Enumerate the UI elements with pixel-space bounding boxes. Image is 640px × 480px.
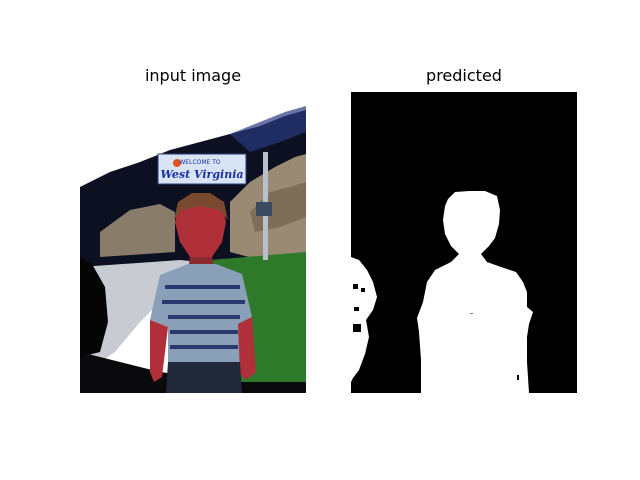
child-left-arm — [150, 320, 168, 382]
child-right-arm — [238, 317, 256, 380]
small-sign — [256, 202, 272, 216]
sign-emblem — [173, 159, 181, 167]
sign-top-text: WELCOME TO — [179, 159, 221, 166]
child — [150, 193, 256, 393]
child-pants — [166, 362, 242, 393]
mask-speck — [517, 375, 519, 380]
child-face — [175, 196, 226, 257]
left-figure — [80, 257, 108, 357]
child-silhouette — [417, 191, 533, 393]
predicted-title: predicted — [426, 66, 502, 85]
sign-main-text: West Virginia — [160, 168, 243, 181]
mask-hole — [361, 288, 365, 292]
mask-hole — [354, 307, 359, 311]
input-image-title: input image — [144, 66, 242, 85]
predicted-mask — [351, 92, 577, 393]
foreground-shadow — [80, 352, 306, 393]
forest-highlight — [230, 106, 306, 152]
child-hair — [174, 193, 228, 220]
mask-hole — [353, 284, 358, 289]
welcome-sign — [157, 153, 247, 185]
shirt-pattern — [162, 285, 245, 349]
predicted-mask-panel — [351, 92, 577, 393]
input-image-panel: WELCOME TO West Virginia — [80, 92, 306, 393]
mask-speck — [470, 313, 473, 314]
rock-cut-left — [100, 204, 175, 257]
mask-hole — [353, 324, 361, 332]
input-photo: WELCOME TO West Virginia — [80, 92, 306, 393]
